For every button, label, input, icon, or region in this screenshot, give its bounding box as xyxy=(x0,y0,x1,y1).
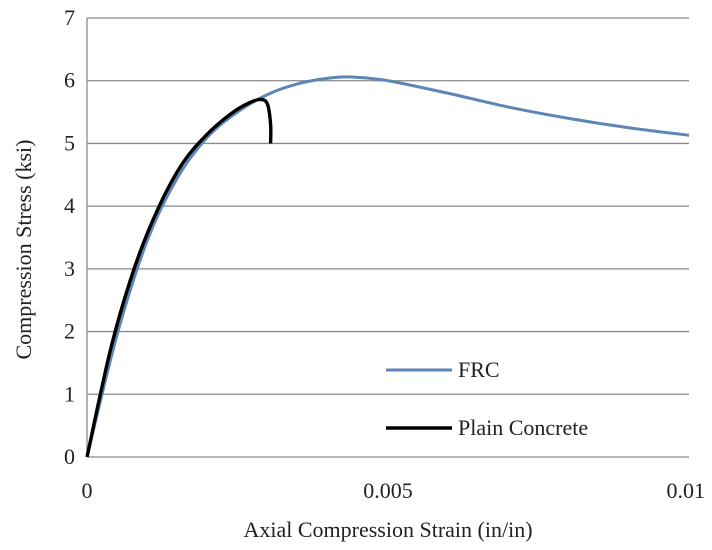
y-tick-label: 5 xyxy=(64,130,75,155)
x-tick-label: 0.005 xyxy=(363,478,413,503)
x-tick-label: 0.01 xyxy=(667,478,706,503)
y-tick-labels: 0 1 2 3 4 5 6 7 xyxy=(64,5,75,469)
y-tick-label: 2 xyxy=(64,319,75,344)
legend-label: Plain Concrete xyxy=(458,415,588,440)
x-axis-label: Axial Compression Strain (in/in) xyxy=(243,517,532,542)
legend-label: FRC xyxy=(458,357,500,382)
x-tick-labels: 0 0.005 0.01 xyxy=(82,478,706,503)
y-tick-label: 6 xyxy=(64,68,75,93)
y-tick-label: 7 xyxy=(64,5,75,30)
legend: FRC Plain Concrete xyxy=(386,357,588,440)
series-lines xyxy=(85,75,690,458)
x-tick-label: 0 xyxy=(82,478,93,503)
y-tick-label: 3 xyxy=(64,256,75,281)
y-axis-label: Compression Stress (ksi) xyxy=(11,140,36,360)
y-tick-label: 4 xyxy=(64,193,75,218)
y-tick-label: 1 xyxy=(64,381,75,406)
y-tick-label: 0 xyxy=(64,444,75,469)
series-line-plain-concrete xyxy=(85,97,273,458)
series-line-frc xyxy=(85,75,690,458)
gridlines xyxy=(86,17,689,458)
